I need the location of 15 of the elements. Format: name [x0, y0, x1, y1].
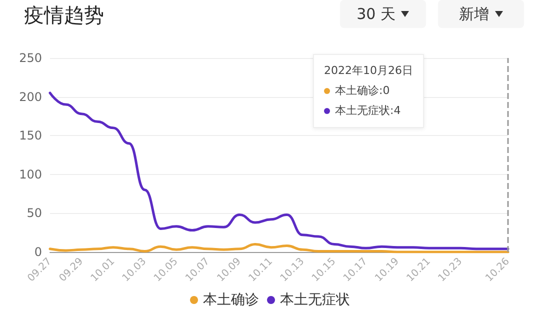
annotation: 2022年10月26日 — [324, 63, 413, 79]
chart-title: 疫情趋势 — [24, 2, 104, 29]
y-tick-label: 50 — [26, 206, 42, 220]
y-tick-label: 150 — [19, 128, 42, 143]
y-tick-label: 250 — [19, 51, 42, 65]
legend-label: 本土无症状 — [280, 292, 350, 308]
y-tick-label: 200 — [19, 90, 42, 104]
annotation: 本土无症状:4 — [335, 103, 401, 119]
annotation: 本土确诊:0 — [335, 83, 390, 99]
text: 30 天 — [356, 4, 396, 24]
legend-label: 本土确诊 — [203, 292, 259, 308]
line-series — [48, 242, 510, 254]
y-tick-label: 100 — [19, 167, 42, 182]
y-tick-label: 0 — [34, 245, 42, 259]
text: 新增 — [459, 4, 489, 24]
